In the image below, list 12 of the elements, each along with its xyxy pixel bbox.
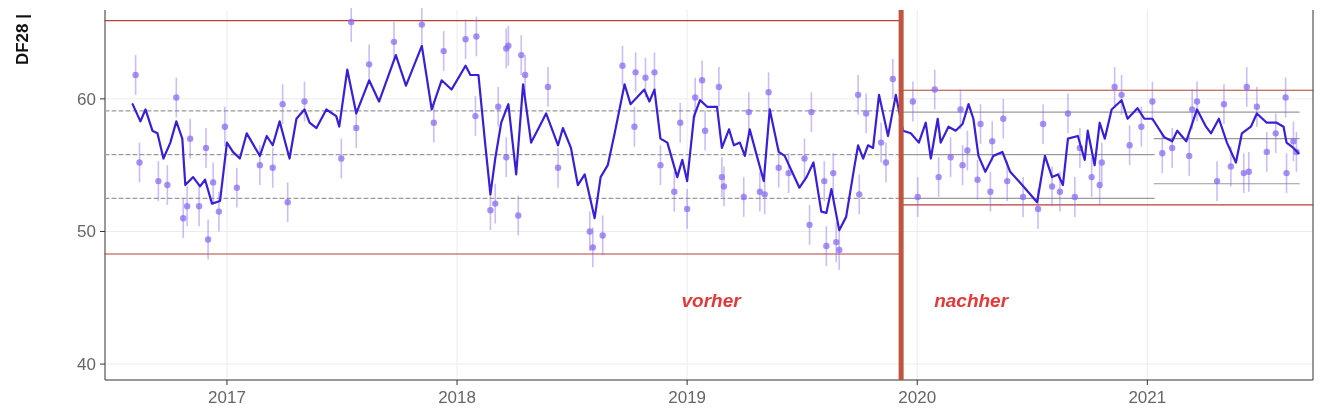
x-tick-label: 2017 bbox=[208, 388, 246, 407]
annotation: vorher bbox=[681, 289, 743, 311]
y-tick-label: 60 bbox=[77, 89, 96, 109]
x-tick-label: 2019 bbox=[668, 388, 707, 407]
y-tick-label: 40 bbox=[77, 355, 96, 375]
x-tick-label: 2018 bbox=[438, 388, 476, 407]
x-tick-label: 2020 bbox=[898, 388, 937, 407]
x-tick-label: 2021 bbox=[1128, 388, 1167, 407]
annotation: nachher bbox=[934, 289, 1010, 311]
y-tick-label: 50 bbox=[77, 222, 96, 242]
y-axis-title: DF28 | bbox=[13, 14, 32, 66]
line-series bbox=[131, 44, 1300, 232]
